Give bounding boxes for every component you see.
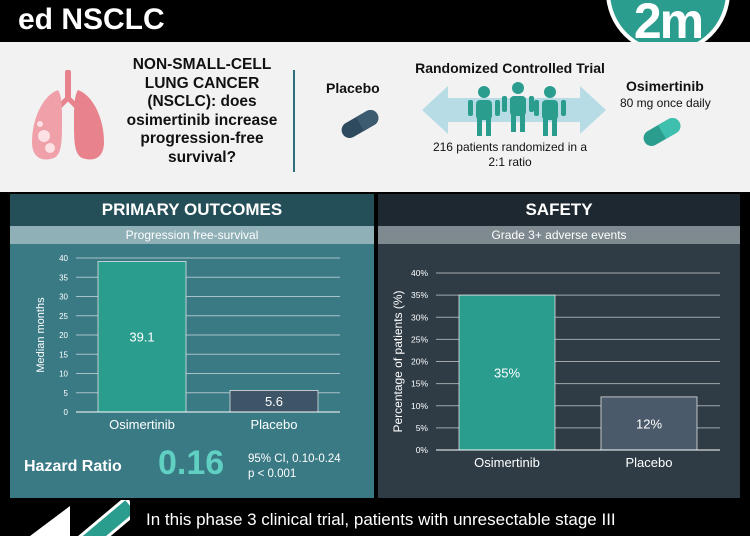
- y-tick-label: 30%: [411, 312, 428, 322]
- y-tick-label: 0: [64, 408, 69, 417]
- primary-outcomes-heading: PRIMARY OUTCOMES: [10, 194, 374, 226]
- y-tick-label: 5%: [416, 423, 429, 433]
- data-label: 5.6: [265, 394, 283, 409]
- x-tick-label: Osimertinib: [109, 417, 175, 432]
- y-tick-label: 25: [59, 312, 68, 321]
- data-label: 12%: [636, 416, 662, 431]
- x-tick-label: Osimertinib: [474, 455, 540, 470]
- treatment-arm-label: Osimertinib: [626, 78, 704, 94]
- bar-osimertinib: [97, 261, 187, 413]
- y-tick-label: 35: [59, 273, 68, 282]
- x-tick-label: Placebo: [626, 455, 673, 470]
- trial-overview-panel: NON-SMALL-CELL LUNG CANCER (NSCLC): does…: [0, 42, 750, 192]
- trial-type-label: Randomized Controlled Trial: [415, 60, 605, 76]
- page-title: ed NSCLC: [18, 3, 165, 36]
- bar-placebo: [600, 396, 698, 451]
- y-axis-label: Median months: [35, 297, 47, 373]
- y-tick-label: 20%: [411, 357, 428, 367]
- randomization-line-1: 216 patients randomized in a: [432, 140, 588, 154]
- hazard-ratio-stats: 95% CI, 0.10-0.24 p < 0.001: [248, 452, 341, 482]
- y-tick-label: 15%: [411, 379, 428, 389]
- safety-subheading: Grade 3+ adverse events: [378, 226, 740, 244]
- primary-outcomes-subheading: Progression free-survival: [10, 226, 374, 244]
- y-tick-label: 35%: [411, 290, 428, 300]
- adverse-events-bar-chart: 0% 5% 10% 15% 20% 25% 30% 35% 40% 35% Osimertinib 1…: [391, 268, 720, 470]
- pen-icon: [30, 500, 130, 536]
- lungs-icon: [32, 70, 104, 160]
- y-axis-label: Percentage of patients (%): [391, 290, 405, 432]
- patients-icon: [422, 82, 606, 136]
- hazard-ratio-label: Hazard Ratio: [24, 458, 122, 475]
- hazard-ratio-value: 0.16: [158, 444, 225, 482]
- data-label: 39.1: [129, 330, 154, 345]
- randomization-line-2: 2:1 ratio: [488, 155, 532, 169]
- study-question: NON-SMALL-CELL LUNG CANCER (NSCLC): does…: [126, 56, 278, 166]
- pfs-bar-chart: 0 5 10 15 20 25 30 35 40 39.1 Osimertinib 5.6 Placeb…: [35, 254, 340, 432]
- divider: [293, 70, 295, 172]
- y-tick-label: 10%: [411, 401, 428, 411]
- placebo-pill-icon: [341, 110, 379, 138]
- confidence-interval: 95% CI, 0.10-0.24: [248, 453, 341, 465]
- y-tick-label: 30: [59, 293, 68, 302]
- data-label: 35%: [494, 366, 520, 381]
- summary-text: In this phase 3 clinical trial, patients…: [146, 510, 616, 529]
- safety-panel: SAFETY Grade 3+ adverse events 0% 5% 10% 15…: [378, 194, 740, 498]
- y-tick-label: 10: [59, 370, 68, 379]
- summary-bar: In this phase 3 clinical trial, patients…: [0, 500, 750, 536]
- placebo-arm-label: Placebo: [326, 80, 380, 96]
- osimertinib-pill-icon: [643, 118, 681, 146]
- x-tick-label: Placebo: [251, 417, 298, 432]
- bar-osimertinib: [458, 294, 556, 451]
- y-tick-label: 40%: [411, 268, 428, 278]
- primary-outcomes-panel: PRIMARY OUTCOMES Progression free-surviv…: [10, 194, 374, 498]
- p-value: p < 0.001: [248, 468, 297, 480]
- y-tick-label: 5: [64, 389, 69, 398]
- y-tick-label: 25%: [411, 334, 428, 344]
- y-tick-label: 20: [59, 331, 68, 340]
- y-tick-label: 15: [59, 350, 68, 359]
- y-tick-label: 40: [59, 254, 68, 263]
- safety-heading: SAFETY: [378, 194, 740, 226]
- randomization-text: 216 patients randomized in a 2:1 ratio: [410, 140, 610, 170]
- treatment-dose: 80 mg once daily: [620, 96, 711, 110]
- logo-text: 2m: [633, 0, 704, 49]
- y-tick-label: 0%: [416, 445, 429, 455]
